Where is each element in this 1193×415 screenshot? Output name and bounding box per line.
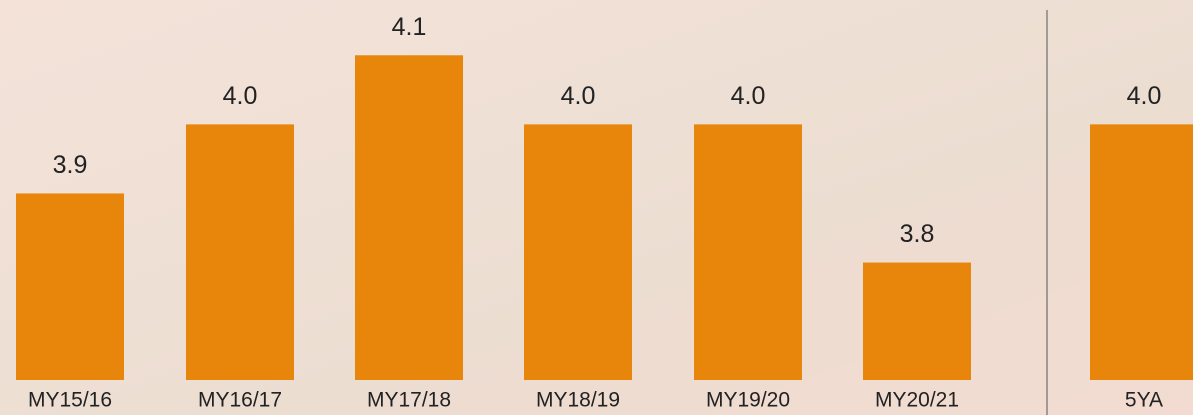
bar: [186, 124, 294, 380]
bar: [16, 193, 124, 380]
x-tick-label: MY15/16: [28, 389, 112, 412]
bar: [355, 55, 463, 380]
x-tick-label: 5YA: [1125, 389, 1163, 412]
value-label: 4.1: [392, 13, 427, 41]
x-tick-label: MY16/17: [198, 389, 282, 412]
x-tick-label: MY17/18: [367, 389, 451, 412]
value-label: 3.8: [900, 220, 935, 248]
bar: [863, 262, 971, 380]
value-label: 3.9: [53, 151, 88, 179]
bar: [694, 124, 802, 380]
value-label: 4.0: [223, 82, 258, 110]
x-tick-label: MY19/20: [706, 389, 790, 412]
x-tick-label: MY20/21: [875, 389, 959, 412]
value-label: 4.0: [1127, 82, 1162, 110]
bar: [1090, 124, 1193, 380]
value-label: 4.0: [731, 82, 766, 110]
bar: [524, 124, 632, 380]
x-tick-label: MY18/19: [536, 389, 620, 412]
value-label: 4.0: [561, 82, 596, 110]
